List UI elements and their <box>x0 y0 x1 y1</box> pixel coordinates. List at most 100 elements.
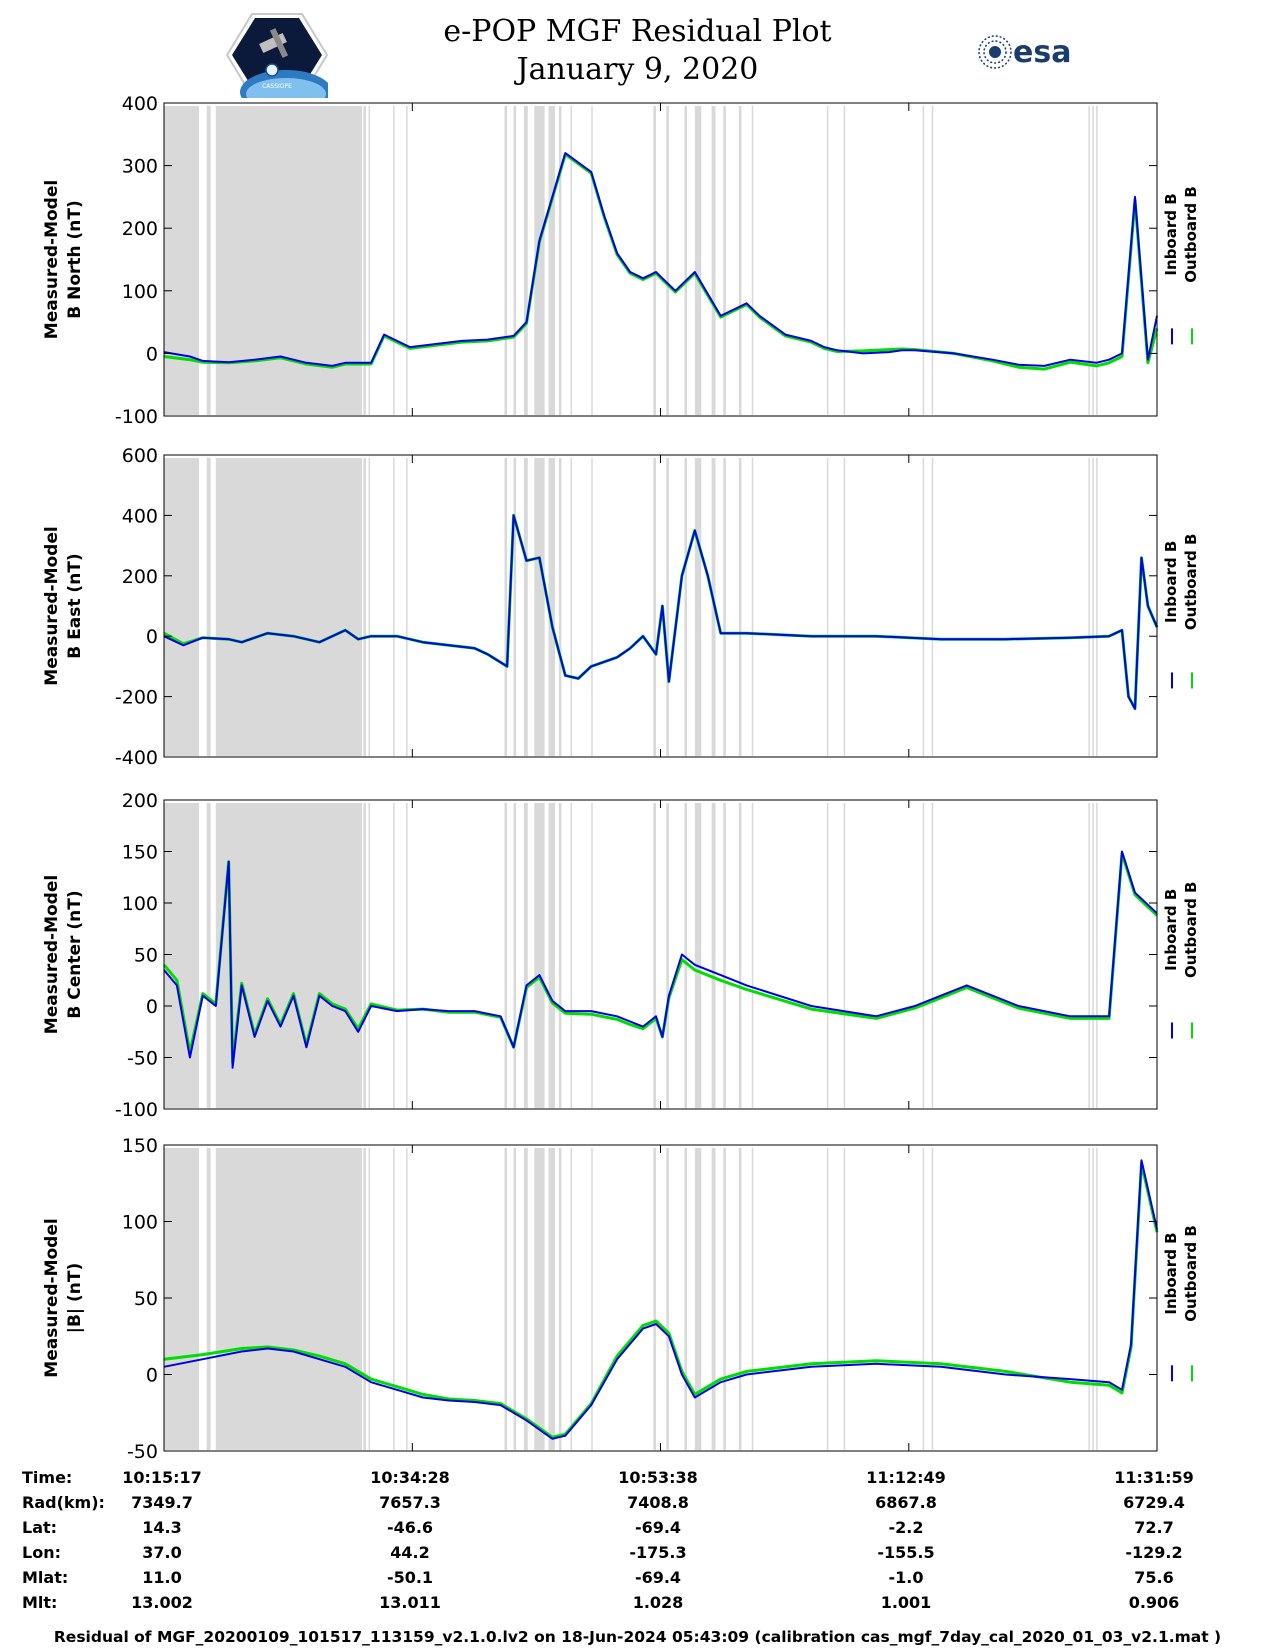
gap-shading-bar <box>666 803 669 1108</box>
table-cell: 75.6 <box>1134 1568 1174 1587</box>
gap-shading-bar <box>570 106 573 415</box>
table-cell: 11:12:49 <box>866 1468 946 1487</box>
table-cell: 44.2 <box>390 1543 430 1562</box>
gap-shading-bar <box>1092 458 1094 756</box>
y-axis-label: Measured-Model <box>42 875 62 1034</box>
table-cell: 0.906 <box>1128 1593 1180 1612</box>
footer-caption: Residual of MGF_20200109_101517_113159_v… <box>53 1628 1222 1646</box>
gap-shading-bar <box>1092 803 1094 1108</box>
gap-shading-bar <box>558 803 562 1108</box>
gap-shading-bar <box>548 458 555 756</box>
gap-shading-bar <box>751 106 754 415</box>
table-cell: 13.002 <box>131 1593 193 1612</box>
gap-shading-bar <box>523 1148 528 1450</box>
gap-shading-bar <box>653 458 656 756</box>
y-tick-label: 200 <box>122 566 158 588</box>
gap-shading-bar <box>666 1148 669 1450</box>
gap-shading-bar <box>368 458 371 756</box>
legend-label: Outboard B <box>1182 534 1200 631</box>
gap-shading-bar <box>206 458 211 756</box>
gap-shading-bar <box>504 458 508 756</box>
y-tick-label: 400 <box>122 505 158 527</box>
gap-shading-bar <box>723 1148 726 1450</box>
legend-label: Inboard B <box>1162 1232 1180 1314</box>
gap-shading-bar <box>826 1148 829 1450</box>
y-axis-label: |B| (nT) <box>65 1263 85 1334</box>
esa-logo: esa <box>978 35 1071 70</box>
gap-shading-bar <box>406 803 408 1108</box>
gap-shading-bar <box>406 1148 408 1450</box>
gap-shading-bar <box>738 1148 742 1450</box>
label-mlt: Mlt: <box>22 1593 58 1612</box>
y-tick-label: -400 <box>115 747 158 769</box>
gap-shading-bar <box>363 1148 366 1450</box>
gap-shading-bar <box>1088 458 1090 756</box>
label-radius: Rad(km): <box>22 1493 105 1512</box>
gap-shading-bar <box>751 458 754 756</box>
gap-shading-bar <box>922 1148 925 1450</box>
table-cell: -155.5 <box>877 1543 935 1562</box>
gap-shading-bar <box>393 1148 395 1450</box>
gap-shading-bar <box>215 458 363 756</box>
gap-shading-bar <box>534 458 545 756</box>
gap-shading-bar <box>534 1148 545 1450</box>
gap-shading-bar <box>711 803 716 1108</box>
gap-shading-bar <box>711 1148 716 1450</box>
gap-shading-bar <box>363 458 366 756</box>
gap-shading-bar <box>1088 106 1090 415</box>
gap-shading-bar <box>843 106 846 415</box>
table-cell: -2.2 <box>888 1518 924 1537</box>
y-axis-label: B North (nT) <box>65 200 85 319</box>
gap-shading-bar <box>1096 1148 1098 1450</box>
gap-shading-bar <box>684 458 688 756</box>
y-tick-label: 100 <box>122 893 158 915</box>
gap-shading-bar <box>548 106 555 415</box>
gap-shading-bar <box>570 458 573 756</box>
y-tick-label: 0 <box>146 996 158 1018</box>
cassiope-logo-text: CASSIOPE <box>262 83 292 90</box>
gap-shading-bar <box>684 1148 688 1450</box>
table-cell: -175.3 <box>629 1543 687 1562</box>
gap-shading-bar <box>548 803 555 1108</box>
gap-shading-bar <box>723 106 726 415</box>
y-axis-label: B Center (nT) <box>65 890 85 1018</box>
gap-shading-bar <box>591 803 593 1108</box>
gap-shading-bar <box>826 458 829 756</box>
gap-shading-bar <box>504 803 508 1108</box>
y-tick-label: 0 <box>146 343 158 365</box>
table-cell: -50.1 <box>386 1568 434 1587</box>
gap-shading-bar <box>826 803 829 1108</box>
gap-shading-bar <box>363 803 366 1108</box>
table-cell: 14.3 <box>142 1518 182 1537</box>
gap-shading-bar <box>684 803 688 1108</box>
table-cell: -69.4 <box>634 1518 682 1537</box>
gap-shading-bar <box>751 1148 754 1450</box>
gap-shading-bar <box>523 458 528 756</box>
gap-shading-bar <box>558 106 562 415</box>
legend-label: Inboard B <box>1162 193 1180 275</box>
y-tick-label: -100 <box>115 1099 158 1121</box>
gap-shading-bar <box>363 106 366 415</box>
gap-shading-bar <box>922 458 925 756</box>
gap-shading-bar <box>206 803 211 1108</box>
legend-label: Inboard B <box>1162 541 1180 623</box>
y-tick-label: 300 <box>122 156 158 178</box>
cassiope-logo: CASSIOPE <box>226 13 328 98</box>
gap-shading-bar <box>1096 106 1098 415</box>
y-axis-label: Measured-Model <box>42 1218 62 1377</box>
gap-shading-bar <box>843 458 846 756</box>
gap-shading-bar <box>751 803 754 1108</box>
gap-shading-bar <box>694 458 702 756</box>
y-tick-label: 100 <box>122 1212 158 1234</box>
gap-shading-bar <box>666 106 669 415</box>
table-cell: 6867.8 <box>875 1493 937 1512</box>
table-cell: -129.2 <box>1125 1543 1183 1562</box>
table-cell: 10:15:17 <box>122 1468 202 1487</box>
y-tick-label: 50 <box>134 1288 158 1310</box>
legend-label: Inboard B <box>1162 889 1180 971</box>
gap-shading-bar <box>215 1148 363 1450</box>
outboard-series-line <box>163 1161 1159 1439</box>
gap-shading-bar <box>694 1148 702 1450</box>
gap-shading-bar <box>1096 803 1098 1108</box>
gap-shading-bar <box>570 1148 573 1450</box>
